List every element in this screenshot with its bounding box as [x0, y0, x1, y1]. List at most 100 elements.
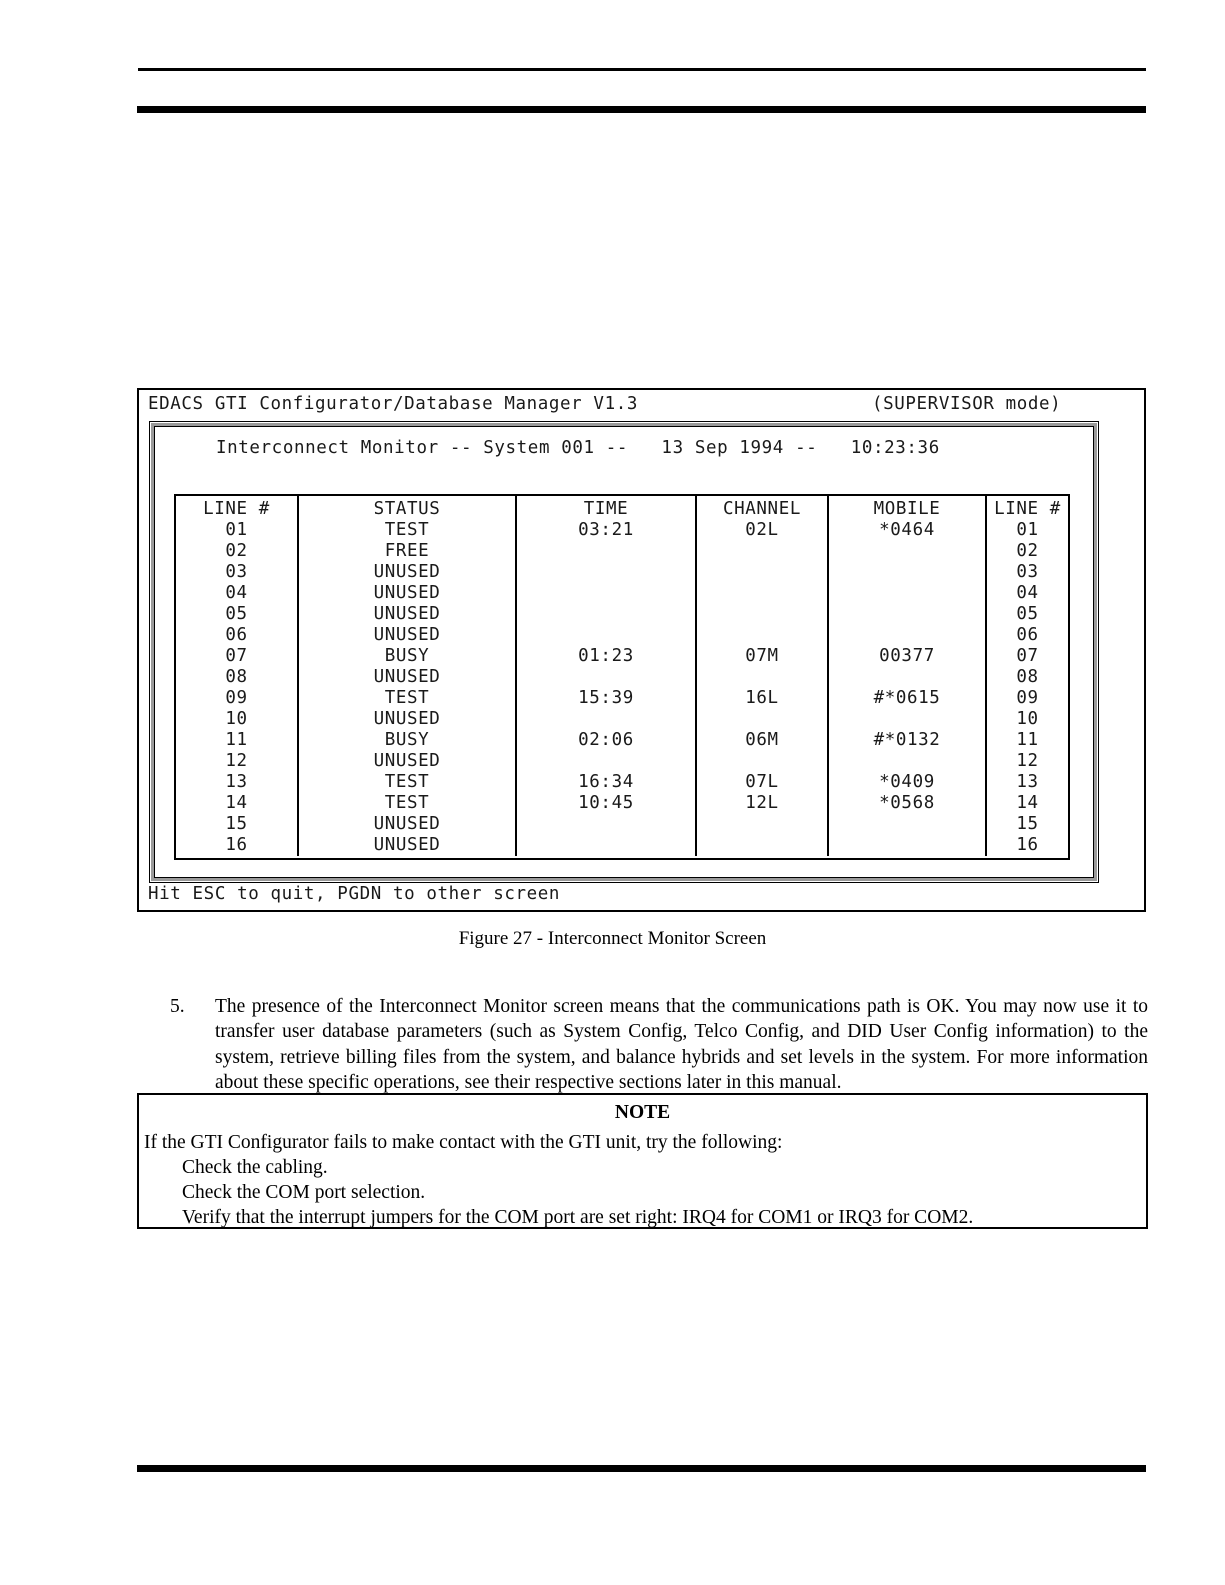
- cell-line-right: 11: [1016, 730, 1039, 750]
- cell-line-right: 10: [1016, 709, 1039, 729]
- note-step: Check the cabling.: [182, 1157, 328, 1178]
- table-row: 08 UNUSED 08: [176, 667, 1068, 688]
- cell-status: UNUSED: [298, 625, 517, 646]
- cell-line-right: 16: [1016, 835, 1039, 855]
- cell-channel: [696, 541, 829, 562]
- list-item-number: 5.: [170, 996, 185, 1017]
- cell-status: TEST: [298, 520, 517, 541]
- cell-mobile: #*0615: [828, 688, 987, 709]
- cell-channel: [696, 667, 829, 688]
- cell-status: UNUSED: [298, 751, 517, 772]
- table-row: 09 TEST 15:39 16L #*0615 09: [176, 688, 1068, 709]
- cell-line-right: 03: [1016, 562, 1039, 582]
- cell-status: UNUSED: [298, 604, 517, 625]
- cell-time: [516, 835, 697, 856]
- cell-channel: [696, 562, 829, 583]
- cell-line-right: 14: [1016, 793, 1039, 813]
- cell-mobile: [828, 583, 987, 604]
- cell-time: [516, 541, 697, 562]
- table-row: 12 UNUSED 12: [176, 751, 1068, 772]
- cell-mobile: #*0132: [828, 730, 987, 751]
- cell-line-left: 03: [176, 562, 299, 583]
- cell-line-left: 15: [176, 814, 299, 835]
- cell-status: FREE: [298, 541, 517, 562]
- cell-line-left: 05: [176, 604, 299, 625]
- cell-line-right: 02: [1016, 541, 1039, 561]
- table-row: 02 FREE 02: [176, 541, 1068, 562]
- terminal-footer-hint: Hit ESC to quit, PGDN to other screen: [148, 884, 561, 904]
- cell-mobile: 00377: [828, 646, 987, 667]
- cell-status: BUSY: [298, 646, 517, 667]
- cell-mobile: [828, 667, 987, 688]
- cell-status: TEST: [298, 688, 517, 709]
- table-row: 07 BUSY 01:23 07M 00377 07: [176, 646, 1068, 667]
- column-header-line-left: LINE #: [176, 496, 299, 520]
- cell-time: [516, 667, 697, 688]
- cell-mobile: *0568: [828, 793, 987, 814]
- cell-mobile: [828, 562, 987, 583]
- cell-time: 10:45: [516, 793, 697, 814]
- column-header-status: STATUS: [298, 496, 517, 520]
- figure-caption: Figure 27 - Interconnect Monitor Screen: [458, 928, 767, 949]
- note-step: Check the COM port selection.: [182, 1182, 426, 1203]
- cell-line-left: 07: [176, 646, 299, 667]
- table-row: 11 BUSY 02:06 06M #*0132 11: [176, 730, 1068, 751]
- list-item-text: The presence of the Interconnect Monitor…: [215, 996, 1148, 1094]
- cell-channel: 02L: [696, 520, 829, 541]
- cell-mobile: *0409: [828, 772, 987, 793]
- table-row: 13 TEST 16:34 07L *0409 13: [176, 772, 1068, 793]
- cell-channel: 12L: [696, 793, 829, 814]
- cell-line-left: 13: [176, 772, 299, 793]
- numbered-list-item-5: 5. The presence of the Interconnect Moni…: [170, 994, 1148, 1096]
- cell-mobile: [828, 814, 987, 835]
- terminal-title-bar: EDACS GTI Configurator/Database Manager …: [139, 390, 1144, 419]
- cell-channel: 07M: [696, 646, 829, 667]
- column-header-line-right: LINE #: [994, 499, 1061, 519]
- cell-line-right: 13: [1016, 772, 1039, 792]
- table-row: 05 UNUSED 05: [176, 604, 1068, 625]
- cell-mobile: [828, 709, 987, 730]
- note-lead-text: If the GTI Configurator fails to make co…: [144, 1132, 783, 1153]
- cell-line-right: 05: [1016, 604, 1039, 624]
- cell-line-left: 12: [176, 751, 299, 772]
- cell-line-left: 10: [176, 709, 299, 730]
- cell-mobile: [828, 541, 987, 562]
- cell-line-right: 09: [1016, 688, 1039, 708]
- interconnect-monitor-table-frame: LINE # STATUS TIME CHANNEL MOBILE LINE #…: [174, 494, 1070, 860]
- column-header-mobile: MOBILE: [828, 496, 987, 520]
- cell-time: [516, 751, 697, 772]
- terminal-window-frame: Interconnect Monitor -- System 001 -- 13…: [149, 421, 1099, 883]
- cell-time: [516, 814, 697, 835]
- cell-time: 03:21: [516, 520, 697, 541]
- cell-line-right: 15: [1016, 814, 1039, 834]
- cell-channel: 07L: [696, 772, 829, 793]
- column-header-channel: CHANNEL: [696, 496, 829, 520]
- table-row: 15 UNUSED 15: [176, 814, 1068, 835]
- cell-line-left: 08: [176, 667, 299, 688]
- note-title: NOTE: [614, 1102, 671, 1123]
- terminal-screenshot: EDACS GTI Configurator/Database Manager …: [137, 388, 1146, 912]
- cell-line-left: 14: [176, 793, 299, 814]
- cell-line-right: 04: [1016, 583, 1039, 603]
- cell-status: UNUSED: [298, 562, 517, 583]
- cell-line-right: 12: [1016, 751, 1039, 771]
- table-header-row: LINE # STATUS TIME CHANNEL MOBILE LINE #: [176, 496, 1068, 520]
- page-header-rule-thin: [138, 68, 1146, 71]
- cell-time: 16:34: [516, 772, 697, 793]
- interconnect-monitor-subtitle: Interconnect Monitor -- System 001 -- 13…: [216, 438, 940, 458]
- cell-line-right: 08: [1016, 667, 1039, 687]
- cell-time: [516, 625, 697, 646]
- table-row: 04 UNUSED 04: [176, 583, 1068, 604]
- cell-status: UNUSED: [298, 667, 517, 688]
- table-row: 14 TEST 10:45 12L *0568 14: [176, 793, 1068, 814]
- cell-time: 15:39: [516, 688, 697, 709]
- cell-status: TEST: [298, 793, 517, 814]
- table-row: 03 UNUSED 03: [176, 562, 1068, 583]
- cell-line-right: 07: [1016, 646, 1039, 666]
- cell-line-right: 06: [1016, 625, 1039, 645]
- table-row: 01 TEST 03:21 02L *0464 01: [176, 520, 1068, 541]
- note-step: Verify that the interrupt jumpers for th…: [182, 1207, 974, 1228]
- cell-channel: [696, 751, 829, 772]
- cell-channel: [696, 604, 829, 625]
- cell-channel: [696, 709, 829, 730]
